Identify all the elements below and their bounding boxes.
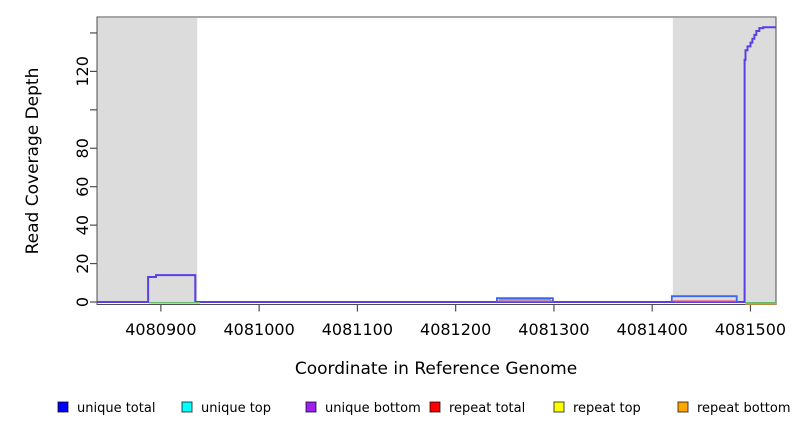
legend-item: unique bottom — [305, 401, 421, 416]
x-tick-label: 4081000 — [224, 320, 295, 339]
legend-label: unique top — [201, 401, 271, 416]
x-tick-label: 4081500 — [715, 320, 786, 339]
x-tick-label: 4081400 — [617, 320, 688, 339]
masked-region — [672, 18, 776, 303]
y-tick-label: 80 — [73, 138, 92, 158]
series-line-unique-total-right — [670, 295, 738, 302]
legend-label: unique total — [77, 401, 155, 416]
y-tick-label: 60 — [73, 177, 92, 197]
legend-swatch-repeat-top — [553, 401, 565, 413]
legend-swatch-unique-top — [181, 401, 193, 413]
legend-item: unique total — [57, 401, 155, 416]
legend-label: repeat top — [573, 401, 641, 416]
legend-swatch-unique-bottom — [305, 401, 317, 413]
legend-item: repeat bottom — [677, 401, 791, 416]
legend: unique total unique top unique bottom repea… — [57, 401, 791, 416]
x-tick-label: 4080900 — [125, 320, 196, 339]
series-line-unique-total-mid — [495, 297, 554, 302]
masked-region — [97, 18, 198, 303]
legend-item: repeat total — [429, 401, 525, 416]
y-tick-label: 40 — [73, 215, 92, 235]
y-tick-label: 0 — [73, 297, 92, 307]
x-tick-label: 4081300 — [518, 320, 589, 339]
plot-frame — [96, 16, 777, 305]
legend-label: repeat bottom — [697, 401, 791, 416]
legend-swatch-repeat-total — [429, 401, 441, 413]
x-tick-label: 4081200 — [420, 320, 491, 339]
legend-label: unique bottom — [325, 401, 421, 416]
legend-item: repeat top — [553, 401, 641, 416]
y-tick-label: 120 — [73, 56, 92, 87]
legend-item: unique top — [181, 401, 271, 416]
x-axis-title: Coordinate in Reference Genome — [295, 359, 577, 379]
legend-label: repeat total — [449, 401, 525, 416]
y-axis-title: Read Coverage Depth — [23, 68, 43, 255]
legend-swatch-repeat-bottom — [677, 401, 689, 413]
y-tick-label: 20 — [73, 253, 92, 273]
x-tick-label: 4081100 — [322, 320, 393, 339]
series-line-unique-bottom-main — [97, 26, 776, 303]
legend-swatch-unique-total — [57, 401, 69, 413]
